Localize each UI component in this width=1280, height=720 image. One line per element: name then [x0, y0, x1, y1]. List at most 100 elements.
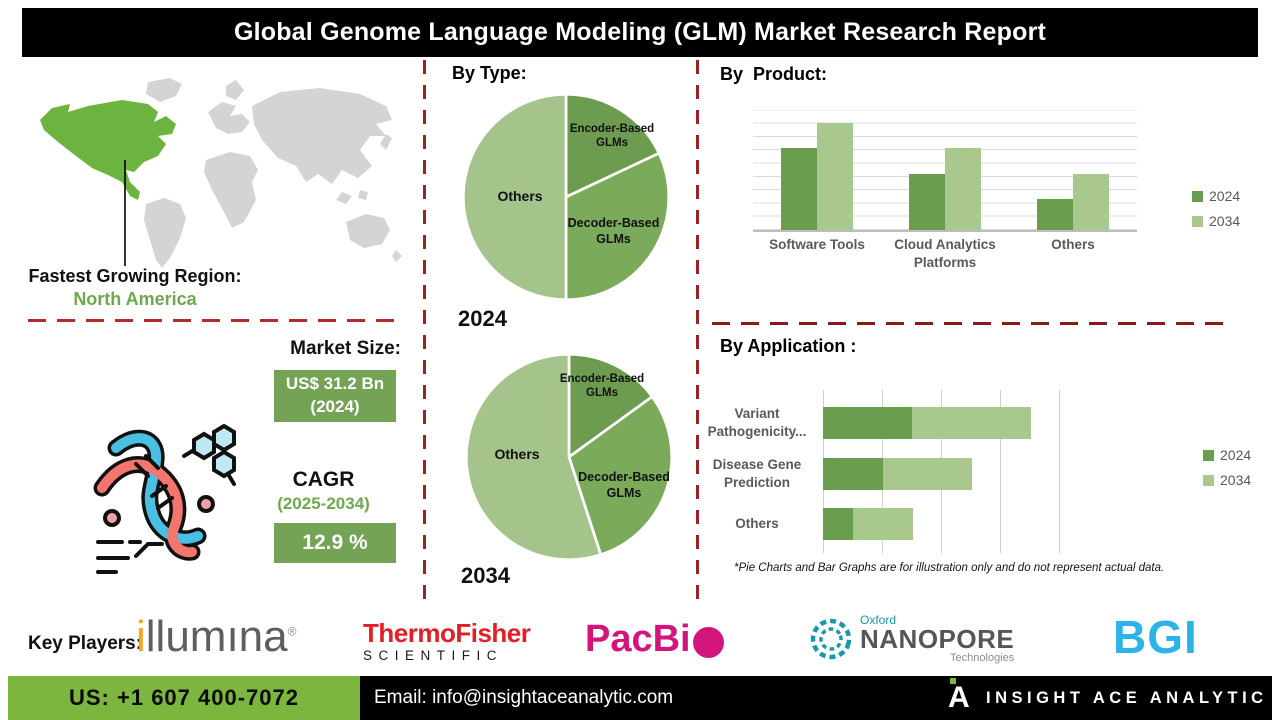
pacbio-wordmark: PacBi: [585, 618, 691, 660]
brand-name: INSIGHT ACE ANALYTIC: [986, 688, 1268, 707]
dna-helix-icon: [93, 423, 236, 574]
stacked-track: [823, 406, 1031, 439]
bar-2034: [817, 123, 853, 230]
bar-2034: [945, 148, 981, 230]
legend-label-2034: 2034: [1209, 213, 1241, 229]
legend-item-2034: 2034: [1203, 472, 1251, 488]
segment-2024: [823, 457, 883, 490]
stacked-track: [823, 457, 972, 490]
nanopore-technologies-text: Technologies: [950, 652, 1015, 665]
divider-dashed-vertical-2: [696, 60, 699, 600]
market-size-label: Market Size:: [290, 338, 401, 359]
application-chart-legend: 2024 2034: [1203, 447, 1251, 488]
stacked-category-label: Disease Gene Prediction: [712, 457, 802, 490]
bar-2024: [781, 148, 817, 230]
stacked-category-label: Others: [735, 516, 779, 532]
legend-item-2024: 2024: [1203, 447, 1251, 463]
oxford-nanopore-logo: Oxford NANOPORE Technologies: [808, 614, 1014, 664]
cagr-period: (2025-2034): [277, 494, 370, 513]
fastest-growing-region-label: Fastest Growing Region:: [28, 266, 242, 286]
pie-2024-label-encoder: Encoder-Based GLMs: [569, 123, 655, 150]
segment-2034: [883, 457, 972, 490]
pacbio-logo: PacBi: [585, 618, 724, 661]
segment-2034: [853, 508, 913, 540]
illumina-logo: illumına®: [136, 612, 296, 662]
product-chart-categories: Software Tools Cloud Analytics Platforms O…: [753, 236, 1137, 271]
insight-ace-logo-icon: A: [948, 678, 974, 715]
pie-2034-label-others: Others: [494, 446, 540, 462]
divider-dashed-right: [712, 322, 1230, 325]
footer-phone-bar: US: +1 607 400-7072: [8, 676, 360, 720]
stacked-track: [823, 508, 913, 540]
pie-slice-encoder-based-glms: [567, 352, 654, 459]
nanopore-swirl-icon: [810, 618, 852, 660]
by-application-heading: By Application :: [720, 336, 857, 356]
report-title-bar: Global Genome Language Modeling (GLM) Ma…: [22, 8, 1258, 57]
legend-swatch-2024: [1203, 449, 1214, 461]
legend-item-2034: 2034: [1192, 213, 1240, 229]
insight-ace-brand: A INSIGHT ACE ANALYTIC: [948, 678, 1268, 715]
north-america-highlight: [40, 100, 176, 200]
segment-2024: [823, 508, 853, 540]
thermo-fisher-scientific: SCIENTIFIC: [363, 648, 504, 663]
bar-group: [1037, 174, 1109, 230]
fastest-growing-region-value: North America: [73, 289, 197, 309]
pie-2034-year: 2034: [461, 563, 510, 588]
bar-group: [909, 148, 981, 230]
legend-label-2024: 2024: [1220, 447, 1252, 463]
footer-contact-bar: Email: info@insightaceanalytic.com A INS…: [360, 676, 1272, 720]
stacked-row: Disease Gene Prediction: [698, 456, 972, 491]
pie-2024-year: 2024: [458, 306, 507, 331]
bar-group: [781, 123, 853, 230]
email-address: Email: info@insightaceanalytic.com: [374, 687, 674, 708]
cagr-value-box: 12.9 %: [274, 523, 396, 563]
legend-label-2024: 2024: [1209, 188, 1241, 204]
legend-swatch-2034: [1192, 215, 1203, 227]
bgi-logo: BGI: [1113, 611, 1198, 663]
brand-letter: A: [948, 681, 970, 714]
thermo-fisher-logo: ThermoFisher SCIENTIFIC: [363, 620, 531, 663]
divider-dashed-vertical-1: [423, 60, 426, 600]
world-map: [40, 78, 402, 268]
product-chart-legend: 2024 2034: [1192, 188, 1240, 229]
pie-chart-2034: Encoder-Based GLMs Decoder-Based GLMs Ot…: [462, 350, 676, 564]
pie-slice-others: [465, 352, 603, 562]
pie-2024-label-decoder: Decoder-Based GLMs: [567, 216, 660, 246]
legend-swatch-2024: [1192, 190, 1203, 202]
registered-mark-icon: ®: [287, 624, 297, 639]
market-size-year: (2024): [310, 397, 360, 416]
pacbio-dot-icon: [692, 627, 724, 658]
divider-dashed-left: [28, 319, 398, 322]
bar-2024: [909, 174, 945, 230]
stacked-category-label: Variant Pathogenicity...: [707, 406, 807, 439]
pie-chart-2024: Encoder-Based GLMs Decoder-Based GLMs Ot…: [459, 90, 673, 304]
cagr-label: CAGR: [292, 468, 355, 491]
stacked-row: Variant Pathogenicity...: [698, 405, 1031, 440]
bar-category-label: Software Tools: [769, 237, 865, 252]
illumina-logo-rest: llumına: [145, 612, 288, 661]
bar-category-label: Cloud Analytics Platforms: [894, 237, 996, 270]
illumina-logo-i: i: [136, 612, 146, 661]
nanopore-oxford-text: Oxford: [860, 613, 897, 627]
legend-swatch-2034: [1203, 474, 1214, 486]
phone-number: US: +1 607 400-7072: [69, 685, 299, 710]
segment-2034: [912, 406, 1031, 439]
key-players-label: Key Players:: [28, 633, 143, 654]
pie-2024-label-others: Others: [497, 188, 543, 204]
cagr-value: 12.9 %: [302, 531, 368, 554]
stacked-row: Others: [698, 508, 913, 540]
brand-green-dot: [950, 678, 956, 684]
product-chart-bars: [753, 110, 1137, 230]
market-size-value-box: US$ 31.2 Bn (2024): [274, 370, 396, 422]
bar-category-label: Others: [1051, 237, 1095, 252]
nanopore-wordmark: NANOPORE: [860, 624, 1015, 654]
pie-slice-decoder-based-glms: [564, 151, 671, 302]
pie-slice-decoder-based-glms: [567, 395, 674, 557]
legend-item-2024: 2024: [1192, 188, 1240, 204]
pie-slice-encoder-based-glms: [564, 92, 661, 199]
segment-2024: [823, 406, 912, 439]
legend-label-2034: 2034: [1220, 472, 1252, 488]
pie-2034-label-decoder: Decoder-Based GLMs: [578, 470, 670, 500]
bar-2034: [1073, 174, 1109, 230]
